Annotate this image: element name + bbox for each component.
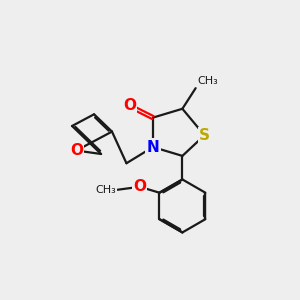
Text: O: O [123,98,136,113]
Text: O: O [70,143,83,158]
Text: N: N [147,140,159,154]
Text: O: O [133,179,146,194]
Text: CH₃: CH₃ [95,185,116,195]
Text: CH₃: CH₃ [197,76,218,86]
Text: S: S [199,128,210,143]
